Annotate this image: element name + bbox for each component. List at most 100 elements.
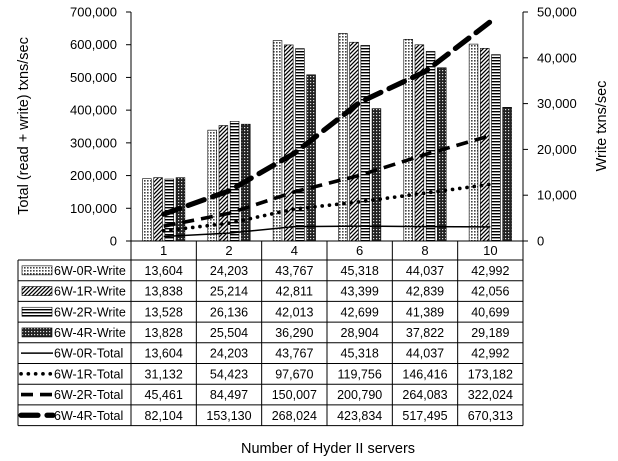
y-tick-left: 400,000 xyxy=(70,103,117,118)
legend-key-6W-1R-Write xyxy=(21,286,53,296)
legend-label: 6W-2R-Write xyxy=(54,305,126,319)
data-label: 13,828 xyxy=(145,326,183,340)
data-label: 42,839 xyxy=(406,285,444,299)
y-tick-right: 40,000 xyxy=(537,50,577,65)
data-label: 42,699 xyxy=(341,305,379,319)
data-label: 37,822 xyxy=(406,326,444,340)
data-label: 28,904 xyxy=(341,326,379,340)
line-6W-4R-Total xyxy=(161,19,493,217)
bar-6W-2R-Write xyxy=(229,120,240,242)
data-label: 13,604 xyxy=(145,264,183,278)
data-label: 31,132 xyxy=(145,367,183,381)
data-label: 517,495 xyxy=(402,409,447,423)
legend-label: 6W-1R-Write xyxy=(54,285,126,299)
data-label: 26,136 xyxy=(210,305,248,319)
data-label: 45,318 xyxy=(341,347,379,361)
x-tick-label: 4 xyxy=(291,243,298,258)
y-tick-right: 0 xyxy=(537,234,544,249)
bar-6W-4R-Write xyxy=(371,108,382,242)
bar-marks xyxy=(142,33,512,242)
legend-label: 6W-4R-Write xyxy=(54,326,126,340)
bar-6W-0R-Write xyxy=(403,39,413,242)
y-tick-left: 100,000 xyxy=(70,201,117,216)
data-label: 45,461 xyxy=(145,388,183,402)
data-label: 25,504 xyxy=(210,326,248,340)
data-label: 119,756 xyxy=(338,367,382,381)
data-label: 42,013 xyxy=(275,305,313,319)
data-label: 25,214 xyxy=(210,285,248,299)
data-label: 29,189 xyxy=(471,326,509,340)
y-axis-left-label: Total (read + write) txns/sec xyxy=(16,37,32,215)
data-label: 44,037 xyxy=(406,264,444,278)
data-label: 24,203 xyxy=(210,347,248,361)
data-label: 13,528 xyxy=(145,305,183,319)
bar-6W-4R-Write xyxy=(502,107,512,242)
data-label: 322,024 xyxy=(468,388,513,402)
data-label: 153,130 xyxy=(206,409,251,423)
data-label: 670,313 xyxy=(468,409,513,423)
y-axis-right-ticks: 0 10,000 20,000 30,000 40,000 50,000 xyxy=(523,5,577,249)
y-axis-right-label: Write txns/sec xyxy=(594,81,610,172)
data-label: 43,767 xyxy=(275,264,313,278)
data-label: 42,811 xyxy=(276,285,313,299)
bar-6W-0R-Write xyxy=(338,33,348,242)
legend-key-6W-2R-Write xyxy=(21,306,53,317)
data-label: 13,604 xyxy=(145,347,183,361)
data-label: 43,399 xyxy=(341,285,379,299)
y-tick-left: 600,000 xyxy=(70,37,117,52)
x-axis-label: Number of Hyder II servers xyxy=(241,441,415,457)
x-tick-label: 10 xyxy=(483,243,497,258)
data-label: 97,670 xyxy=(275,367,313,381)
data-label: 42,992 xyxy=(471,264,509,278)
legend-label: 6W-2R-Total xyxy=(54,388,123,402)
legend-label: 6W-0R-Total xyxy=(54,347,123,361)
data-label: 13,838 xyxy=(145,285,183,299)
data-label: 36,290 xyxy=(275,326,313,340)
y-tick-left: 300,000 xyxy=(70,135,117,150)
bar-6W-0R-Write xyxy=(272,40,283,242)
bar-6W-0R-Write xyxy=(468,43,479,242)
data-label: 40,699 xyxy=(471,305,509,319)
data-label: 200,790 xyxy=(337,388,382,402)
x-tick-label: 1 xyxy=(160,243,167,258)
data-label: 268,024 xyxy=(272,409,317,423)
data-label: 45,318 xyxy=(341,264,379,278)
x-tick-label: 6 xyxy=(356,243,363,258)
bar-6W-1R-Write xyxy=(349,41,359,242)
data-label: 43,767 xyxy=(275,347,313,361)
data-label: 264,083 xyxy=(402,388,447,402)
bar-6W-2R-Write xyxy=(425,51,436,242)
bar-6W-4R-Write xyxy=(306,74,316,242)
line-6W-0R-Total xyxy=(163,225,491,238)
data-label: 42,056 xyxy=(471,285,509,299)
data-label: 146,416 xyxy=(402,367,447,381)
y-tick-left: 0 xyxy=(110,234,117,249)
bar-6W-2R-Write xyxy=(491,54,501,242)
bar-6W-1R-Write xyxy=(153,177,163,242)
legend-label: 6W-4R-Total xyxy=(54,409,123,423)
data-label: 84,497 xyxy=(210,388,248,402)
data-label: 82,104 xyxy=(145,409,183,423)
bar-6W-0R-Write xyxy=(142,178,152,242)
bar-6W-2R-Write xyxy=(360,45,370,242)
bar-6W-1R-Write xyxy=(480,48,490,242)
legend-label: 6W-1R-Total xyxy=(54,367,123,381)
y-axis-left-ticks: 0 100,000 200,000 300,000 400,000 500,000 600,… xyxy=(70,5,131,249)
data-label: 173,182 xyxy=(468,367,513,381)
data-label: 41,389 xyxy=(406,305,444,319)
data-label: 24,203 xyxy=(210,264,248,278)
y-tick-right: 50,000 xyxy=(537,5,577,20)
y-tick-right: 30,000 xyxy=(537,96,577,111)
data-label: 42,992 xyxy=(471,347,509,361)
y-tick-right: 20,000 xyxy=(537,142,577,157)
line-marks xyxy=(161,19,493,238)
legend-key-6W-0R-Write xyxy=(21,265,53,276)
bar-6W-4R-Write xyxy=(437,67,447,242)
data-label: 423,834 xyxy=(337,409,382,423)
x-tick-label: 8 xyxy=(421,243,428,258)
x-tick-label: 2 xyxy=(225,243,232,258)
data-label: 150,007 xyxy=(272,388,317,402)
legend-label: 6W-0R-Write xyxy=(54,264,126,278)
y-tick-left: 500,000 xyxy=(70,70,117,85)
